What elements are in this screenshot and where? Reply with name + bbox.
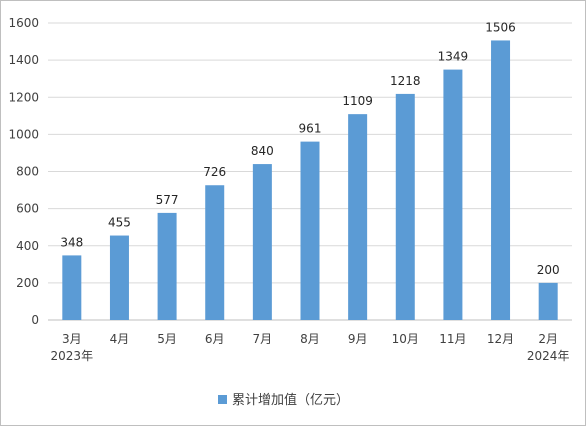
bar	[491, 40, 511, 320]
legend-label: 累计增加值（亿元）	[232, 392, 349, 408]
data-label: 961	[299, 122, 322, 136]
data-label: 840	[251, 144, 274, 158]
data-label: 200	[537, 263, 560, 277]
x-tick-year-label: 2024年	[527, 349, 570, 363]
bar	[538, 282, 558, 320]
data-label: 1349	[438, 50, 469, 64]
x-tick-label: 2月	[538, 332, 558, 346]
legend-swatch	[218, 395, 227, 404]
bar	[395, 93, 415, 320]
bar	[109, 235, 129, 320]
bar	[252, 164, 272, 320]
x-tick-year-label: 2023年	[51, 349, 94, 363]
data-label: 1218	[390, 74, 421, 88]
bar	[157, 212, 177, 320]
x-tick-label: 7月	[253, 332, 273, 346]
x-tick-label: 11月	[439, 332, 466, 346]
y-tick-label: 1400	[8, 53, 39, 67]
bar	[348, 114, 368, 320]
y-tick-label: 200	[16, 276, 39, 290]
x-tick-label: 10月	[392, 332, 419, 346]
y-tick-label: 1600	[8, 16, 39, 30]
x-tick-label: 8月	[300, 332, 320, 346]
bar	[443, 69, 463, 320]
x-tick-label: 4月	[110, 332, 130, 346]
y-tick-label: 0	[31, 313, 39, 327]
data-label: 348	[60, 235, 83, 249]
y-tick-label: 1200	[8, 90, 39, 104]
y-tick-label: 400	[16, 239, 39, 253]
data-label: 726	[203, 165, 226, 179]
y-tick-label: 1000	[8, 127, 39, 141]
x-tick-label: 9月	[348, 332, 368, 346]
data-label: 1506	[485, 20, 516, 34]
data-label: 455	[108, 216, 131, 230]
data-label: 577	[156, 193, 179, 207]
x-tick-label: 5月	[157, 332, 177, 346]
x-tick-label: 3月	[62, 332, 82, 346]
bar	[205, 185, 225, 320]
x-tick-label: 12月	[487, 332, 514, 346]
bar	[62, 255, 82, 320]
data-label: 1109	[342, 94, 373, 108]
x-tick-label: 6月	[205, 332, 225, 346]
y-tick-label: 800	[16, 165, 39, 179]
y-tick-label: 600	[16, 202, 39, 216]
bar	[300, 141, 320, 320]
